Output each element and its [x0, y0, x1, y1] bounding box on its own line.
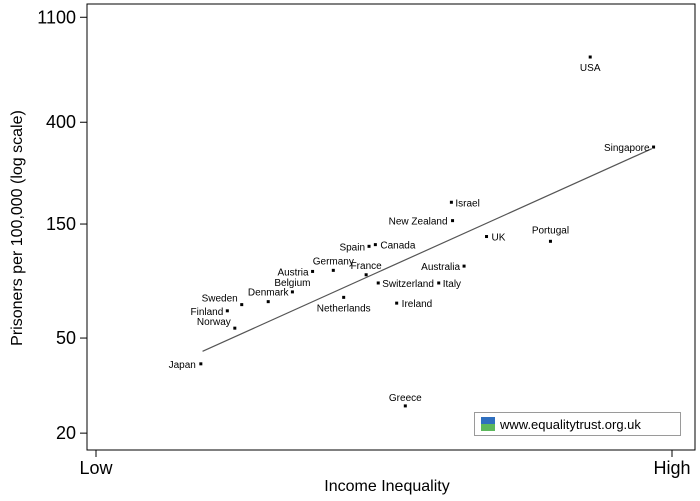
point-label-belgium: Belgium: [274, 278, 310, 289]
point-label-new-zealand: New Zealand: [389, 217, 448, 228]
point-france: [364, 273, 368, 277]
point-switzerland: [376, 281, 380, 285]
point-label-france: France: [351, 261, 383, 272]
point-label-norway: Norway: [197, 317, 231, 328]
y-tick-label-1100: 1100: [37, 7, 76, 27]
point-label-denmark: Denmark: [248, 288, 290, 299]
equality-trust-logo-icon: [481, 417, 495, 431]
point-canada: [373, 243, 377, 247]
point-netherlands: [342, 295, 346, 299]
point-label-italy: Italy: [443, 279, 461, 290]
watermark-text: www.equalitytrust.org.uk: [500, 416, 641, 432]
y-tick-label-50: 50: [56, 328, 76, 348]
plot-area-frame: [86, 3, 696, 451]
point-label-greece: Greece: [389, 393, 422, 404]
point-label-australia: Australia: [421, 262, 460, 273]
point-israel: [449, 200, 453, 204]
trend-line: [202, 148, 653, 352]
point-label-switzerland: Switzerland: [382, 279, 434, 290]
point-label-sweden: Sweden: [202, 294, 238, 305]
point-label-germany: Germany: [313, 256, 354, 267]
y-axis-title: Prisoners per 100,000 (log scale): [9, 110, 26, 346]
point-singapore: [652, 145, 656, 149]
point-germany: [331, 268, 335, 272]
point-label-israel: Israel: [455, 198, 479, 209]
x-tick-label-high: High: [653, 458, 690, 478]
point-label-uk: UK: [492, 233, 506, 244]
trend-group: [202, 148, 653, 352]
point-ireland: [395, 301, 399, 305]
point-sweden: [240, 303, 244, 307]
point-uk: [485, 235, 489, 239]
point-label-finland: Finland: [191, 307, 224, 318]
point-norway: [233, 326, 237, 330]
y-tick-label-20: 20: [56, 423, 76, 443]
point-label-portugal: Portugal: [532, 225, 569, 236]
axes-group: 20 50 150 400 1100 Low High: [37, 7, 690, 478]
point-label-austria: Austria: [277, 267, 309, 278]
labels-group: USA Singapore Israel New Zealand Portugal UK S…: [169, 63, 650, 404]
x-axis-title: Income Inequality: [324, 478, 449, 495]
points-group: [199, 55, 656, 408]
watermark-box: www.equalitytrust.org.uk: [474, 412, 681, 436]
point-label-spain: Spain: [339, 242, 365, 253]
point-belgium: [290, 290, 294, 294]
point-italy: [437, 281, 441, 285]
x-tick-label-low: Low: [79, 458, 113, 478]
point-label-usa: USA: [580, 63, 601, 74]
point-austria: [311, 269, 315, 273]
point-portugal: [548, 239, 552, 243]
y-tick-label-400: 400: [46, 112, 76, 132]
y-tick-label-150: 150: [46, 214, 76, 234]
point-usa: [588, 55, 592, 59]
point-label-ireland: Ireland: [402, 299, 433, 310]
point-label-singapore: Singapore: [604, 143, 650, 154]
point-label-japan: Japan: [169, 360, 196, 371]
point-label-netherlands: Netherlands: [317, 303, 371, 314]
point-japan: [199, 362, 203, 366]
point-label-canada: Canada: [380, 241, 415, 252]
point-greece: [403, 404, 407, 408]
point-australia: [462, 264, 466, 268]
point-finland: [225, 309, 229, 313]
point-denmark: [266, 300, 270, 304]
point-new-zealand: [451, 219, 455, 223]
point-spain: [367, 244, 371, 248]
